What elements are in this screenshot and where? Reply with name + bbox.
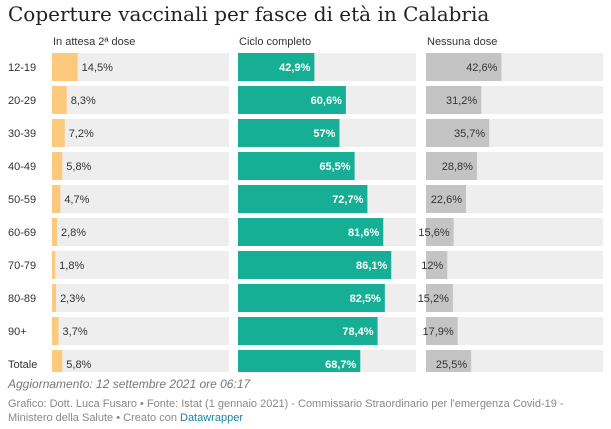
bar-nessuna-dose [426, 350, 472, 372]
data-label-ciclo-completo: 42,9% [279, 62, 310, 74]
bar-ciclo-completo [238, 152, 355, 180]
category-label: Totale [8, 359, 37, 371]
data-label-nessuna-dose: 25,5% [436, 359, 467, 371]
data-label-in-attesa: 3,7% [63, 326, 88, 338]
data-label-ciclo-completo: 68,7% [325, 359, 356, 371]
data-label-ciclo-completo: 81,6% [348, 227, 379, 239]
bar-nessuna-dose [426, 119, 490, 147]
bar-ciclo-completo [238, 350, 361, 372]
data-label-ciclo-completo: 82,5% [350, 293, 381, 305]
bar-ciclo-completo [238, 185, 368, 213]
series-header-nessuna-dose: Nessuna dose [427, 36, 497, 48]
bar-track-in-attesa [52, 284, 229, 312]
category-label: 30-39 [8, 128, 36, 140]
chart-title: Coperture vaccinali per fasce di età in … [8, 2, 490, 26]
bar-nessuna-dose [426, 317, 458, 345]
bar-in-attesa [52, 251, 56, 279]
data-label-nessuna-dose: 28,8% [442, 161, 473, 173]
bar-nessuna-dose [426, 185, 467, 213]
bar-in-attesa [52, 119, 65, 147]
bar-track-in-attesa [52, 119, 229, 147]
data-label-in-attesa: 1,8% [59, 260, 84, 272]
category-label: 12-19 [8, 62, 36, 74]
bar-track-in-attesa [52, 317, 229, 345]
bar-nessuna-dose [426, 53, 502, 81]
data-label-in-attesa: 2,8% [61, 227, 86, 239]
bar-ciclo-completo [238, 218, 384, 246]
data-label-nessuna-dose: 35,7% [454, 128, 485, 140]
bar-track-in-attesa [52, 53, 229, 81]
category-label: 70-79 [8, 260, 36, 272]
data-label-in-attesa: 2,3% [60, 293, 85, 305]
bar-nessuna-dose [426, 251, 448, 279]
data-label-nessuna-dose: 31,2% [446, 95, 477, 107]
data-label-ciclo-completo: 65,5% [319, 161, 350, 173]
data-label-ciclo-completo: 57% [313, 128, 335, 140]
bar-ciclo-completo [238, 86, 346, 114]
bar-nessuna-dose [426, 218, 454, 246]
category-label: 20-29 [8, 95, 36, 107]
bar-ciclo-completo [238, 119, 340, 147]
category-label: 50-59 [8, 194, 36, 206]
series-header-in-attesa: In attesa 2ª dose [53, 36, 135, 48]
category-label: 90+ [8, 326, 27, 338]
bar-track-nessuna-dose [426, 251, 603, 279]
category-label: 60-69 [8, 227, 36, 239]
data-label-nessuna-dose: 15,6% [418, 227, 449, 239]
bar-ciclo-completo [238, 284, 385, 312]
data-label-nessuna-dose: 17,9% [422, 326, 453, 338]
bar-in-attesa [52, 86, 67, 114]
bar-in-attesa [52, 284, 57, 312]
data-label-in-attesa: 5,8% [66, 161, 91, 173]
bar-ciclo-completo [238, 251, 392, 279]
bar-track-in-attesa [52, 350, 229, 372]
bar-nessuna-dose [426, 152, 477, 180]
bar-track-in-attesa [52, 251, 229, 279]
bar-nessuna-dose [426, 86, 482, 114]
bar-ciclo-completo [238, 53, 315, 81]
bar-in-attesa [52, 218, 57, 246]
data-label-in-attesa: 8,3% [71, 95, 96, 107]
bar-track-nessuna-dose [426, 218, 603, 246]
bar-ciclo-completo [238, 317, 378, 345]
bar-in-attesa [52, 185, 61, 213]
datawrapper-link[interactable]: Datawrapper [180, 412, 243, 424]
chart-area: In attesa 2ª dose Ciclo completo Nessuna d… [8, 36, 603, 372]
data-label-nessuna-dose: 22,6% [431, 194, 462, 206]
category-label: 40-49 [8, 161, 36, 173]
bar-track-in-attesa [52, 218, 229, 246]
chart-footer: Grafico: Dott. Luca Fusaro • Fonte: Ista… [8, 397, 608, 425]
data-label-in-attesa: 7,2% [69, 128, 94, 140]
data-label-ciclo-completo: 60,6% [311, 95, 342, 107]
bar-in-attesa [52, 152, 63, 180]
data-label-ciclo-completo: 72,7% [332, 194, 363, 206]
data-label-ciclo-completo: 78,4% [342, 326, 373, 338]
footer-source: Grafico: Dott. Luca Fusaro • Fonte: Ista… [8, 398, 564, 424]
bar-nessuna-dose [426, 284, 453, 312]
bar-in-attesa [52, 317, 59, 345]
category-label: 80-89 [8, 293, 36, 305]
bar-track-in-attesa [52, 152, 229, 180]
bar-track-in-attesa [52, 185, 229, 213]
data-label-nessuna-dose: 12% [421, 260, 443, 272]
series-header-ciclo-completo: Ciclo completo [239, 36, 311, 48]
data-label-in-attesa: 4,7% [64, 194, 89, 206]
bar-track-nessuna-dose [426, 284, 603, 312]
data-label-ciclo-completo: 86,1% [356, 260, 387, 272]
data-label-nessuna-dose: 42,6% [466, 62, 497, 74]
bar-in-attesa [52, 53, 78, 81]
bar-in-attesa [52, 350, 63, 372]
data-label-nessuna-dose: 15,2% [418, 293, 449, 305]
update-note: Aggiornamento: 12 settembre 2021 ore 06:… [8, 377, 251, 391]
bar-track-in-attesa [52, 86, 229, 114]
data-label-in-attesa: 14,5% [82, 62, 113, 74]
data-label-in-attesa: 5,8% [66, 359, 91, 371]
